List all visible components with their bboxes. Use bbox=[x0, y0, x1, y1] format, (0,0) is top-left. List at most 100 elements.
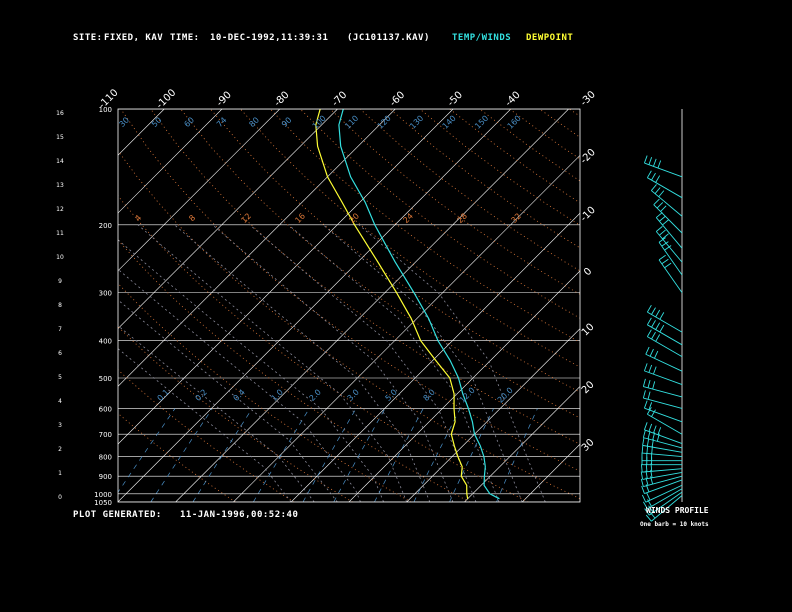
wind-barb-6 bbox=[640, 469, 683, 480]
isotherm--80 bbox=[118, 109, 280, 272]
moist-adiabat--6 bbox=[118, 325, 315, 502]
isotherm-label-9: -20 bbox=[579, 147, 598, 166]
height-tick-13: 13 bbox=[56, 182, 64, 189]
wind-barb-12 bbox=[642, 429, 683, 449]
theta-e-label-3: 16 bbox=[293, 211, 307, 225]
theta-e-label-2: 12 bbox=[239, 211, 253, 225]
mixing-ratio-label-8: 12.0 bbox=[458, 386, 477, 405]
mixing-ratio-12 bbox=[449, 408, 494, 502]
dry-adiabat-310 bbox=[118, 150, 580, 500]
wind-barb-26 bbox=[655, 212, 683, 249]
mixing-ratio-1 bbox=[252, 408, 310, 502]
moist-adiabat--2 bbox=[118, 299, 338, 502]
isobar-label-1000: 1000 bbox=[94, 491, 112, 499]
isotherm-label-10: -10 bbox=[579, 205, 598, 224]
theta-e-label-4: 20 bbox=[347, 211, 361, 225]
mixing-ratio-20 bbox=[496, 408, 538, 502]
dry-adiabat-360 bbox=[240, 109, 580, 368]
mixing-ratio-label-5: 3.0 bbox=[346, 388, 361, 403]
height-tick-0: 0 bbox=[58, 494, 62, 501]
theta-label-7: 110 bbox=[343, 114, 360, 131]
isobar-label-100: 100 bbox=[99, 106, 112, 114]
isotherm-label-3: -80 bbox=[272, 90, 291, 109]
dry-adiabat-350 bbox=[210, 109, 580, 393]
wind-barb-16 bbox=[642, 390, 683, 409]
isotherm--30 bbox=[175, 109, 569, 502]
mixing-ratio-8 bbox=[413, 408, 461, 502]
isotherm-label-11: 0 bbox=[582, 266, 594, 278]
moist-adiabat-6 bbox=[118, 239, 384, 502]
site-value: FIXED, KAV bbox=[104, 33, 164, 43]
wind-barb-28 bbox=[651, 184, 683, 217]
height-tick-1: 1 bbox=[58, 470, 62, 477]
wind-barb-17 bbox=[642, 378, 683, 398]
theta-label-3: 74 bbox=[215, 115, 229, 129]
dry-adiabat-420 bbox=[419, 109, 580, 226]
mixing-ratio-label-4: 2.0 bbox=[308, 388, 323, 403]
dry-adiabat-330 bbox=[150, 109, 580, 445]
theta-label-6: 100 bbox=[311, 114, 328, 131]
theta-label-4: 80 bbox=[247, 115, 261, 129]
mixing-ratio-label-7: 8.0 bbox=[422, 388, 437, 403]
wind-barb-19 bbox=[645, 346, 683, 372]
time-value: 10-DEC-1992,11:39:31 bbox=[210, 33, 329, 43]
height-tick-5: 5 bbox=[58, 374, 62, 381]
dry-adiabat-280 bbox=[118, 282, 412, 502]
dry-adiabat-250 bbox=[118, 412, 236, 502]
theta-label-12: 160 bbox=[506, 114, 523, 131]
isotherm--70 bbox=[118, 109, 338, 329]
wind-barb-20 bbox=[646, 329, 683, 358]
height-tick-3: 3 bbox=[58, 422, 62, 429]
height-tick-8: 8 bbox=[58, 302, 62, 309]
isotherm--110 bbox=[0, 109, 106, 502]
isotherm--90 bbox=[118, 109, 223, 214]
isotherm--20 bbox=[233, 154, 580, 502]
mixing-ratio-3 bbox=[333, 408, 386, 502]
isobar-label-300: 300 bbox=[99, 290, 112, 298]
wind-barb-18 bbox=[643, 363, 683, 385]
dewpoint-trace bbox=[315, 109, 469, 499]
isotherm--10 bbox=[290, 212, 580, 502]
mixing-ratio-0.1 bbox=[118, 408, 176, 493]
mixing-ratio-label-9: 20.0 bbox=[496, 386, 515, 405]
theta-e-label-5: 24 bbox=[401, 211, 415, 225]
winds-profile-subtitle: One barb = 10 knots bbox=[640, 521, 709, 528]
mixing-ratio-2 bbox=[302, 408, 357, 502]
wind-barb-30 bbox=[643, 155, 683, 178]
time-label: TIME: bbox=[170, 33, 200, 43]
moist-adiabat-10 bbox=[137, 224, 408, 502]
plot-area bbox=[0, 109, 580, 502]
moist-adiabat-30 bbox=[323, 224, 523, 502]
height-tick-4: 4 bbox=[58, 398, 62, 405]
isotherm-label-13: 20 bbox=[580, 379, 597, 396]
plot-frame bbox=[117, 108, 581, 503]
height-tick-7: 7 bbox=[58, 326, 62, 333]
isotherm-20 bbox=[464, 386, 580, 502]
isotherm-label-12: 10 bbox=[580, 322, 597, 339]
isotherm-label-14: 30 bbox=[580, 437, 597, 454]
wind-barb-15 bbox=[643, 400, 683, 423]
isobar-label-200: 200 bbox=[99, 222, 112, 230]
wind-barb-11 bbox=[642, 437, 683, 453]
wind-barb-25 bbox=[655, 226, 683, 263]
isotherm--40 bbox=[118, 109, 512, 502]
wind-barb-27 bbox=[653, 198, 683, 234]
moist-adiabat-18 bbox=[212, 224, 454, 502]
theta-label-9: 130 bbox=[408, 114, 425, 131]
dry-adiabat-260 bbox=[118, 369, 295, 502]
dry-adiabat-320 bbox=[120, 109, 580, 472]
theta-label-2: 60 bbox=[182, 115, 196, 129]
height-tick-6: 6 bbox=[58, 350, 62, 357]
plot-generated-value: 11-JAN-1996,00:52:40 bbox=[180, 510, 299, 520]
wind-barb-23 bbox=[658, 254, 683, 293]
theta-label-11: 150 bbox=[473, 114, 490, 131]
height-tick-10: 10 bbox=[56, 254, 64, 261]
isotherm-label-6: -50 bbox=[446, 90, 465, 109]
dry-adiabat-380 bbox=[299, 109, 580, 319]
isotherm--60 bbox=[118, 109, 396, 387]
dry-adiabat-340 bbox=[180, 109, 580, 419]
height-tick-9: 9 bbox=[58, 278, 62, 285]
mixing-ratio-5 bbox=[374, 408, 424, 502]
isotherm-10 bbox=[406, 328, 580, 502]
